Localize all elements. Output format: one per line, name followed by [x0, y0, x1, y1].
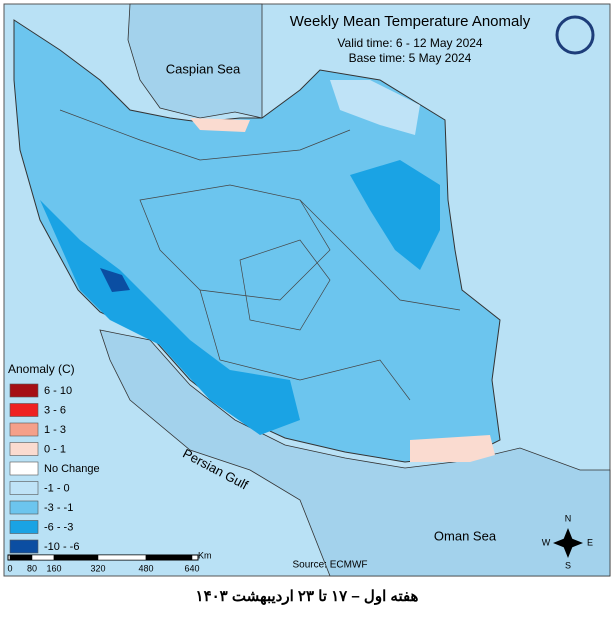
scale-bar-segment	[9, 554, 33, 561]
legend-label: -3 - -1	[44, 502, 73, 514]
scale-label: 160	[46, 563, 61, 573]
legend-swatch	[9, 442, 39, 456]
legend-label: No Change	[44, 463, 100, 475]
gulf-sea	[99, 329, 611, 577]
legend-swatch	[9, 539, 39, 554]
caspian-sea	[127, 3, 263, 119]
anomaly-zone	[350, 160, 440, 270]
base-time: Base time: 5 May 2024	[349, 51, 472, 65]
legend-label: -1 - 0	[44, 482, 70, 494]
anomaly-zone	[40, 200, 300, 435]
legend-label: 3 - 6	[44, 404, 66, 416]
legend-swatch	[9, 500, 39, 515]
anomaly-zone	[100, 268, 130, 292]
province-borders	[59, 109, 461, 401]
scale-label: 80	[27, 563, 37, 573]
legend-label: -10 - -6	[44, 541, 79, 553]
scale-unit: Km	[198, 550, 212, 560]
scale-label: 480	[138, 563, 153, 573]
scale-bar-segment	[145, 554, 193, 561]
scale-label: 0	[7, 563, 12, 573]
province-borders	[139, 184, 331, 331]
source: Source: ECMWF	[292, 560, 367, 571]
legend-label: 1 - 3	[44, 424, 66, 436]
legend-swatch	[9, 461, 39, 476]
caption: هفته اول – ۱۷ تا ۲۳ اردیبهشت ۱۴۰۳	[196, 588, 419, 605]
compass: N S E W	[542, 513, 593, 570]
scale-bar-segment	[53, 554, 99, 561]
legend-swatch	[9, 403, 39, 417]
legend: Anomaly (C) 6 - 10 3 - 6 1 - 3 0 - 1 No Chan…	[8, 362, 100, 554]
sea-label: Caspian Sea	[166, 61, 241, 76]
scale-label: 640	[184, 563, 199, 573]
scale-label: 320	[90, 563, 105, 573]
legend-swatch	[9, 383, 39, 398]
title: Weekly Mean Temperature Anomaly	[290, 13, 531, 30]
logo	[555, 15, 595, 55]
legend-label: 0 - 1	[44, 443, 66, 455]
scale-bar-segment	[97, 554, 147, 561]
compass-label: E	[587, 537, 593, 547]
scale-bar: 0 80 160 320 480 640 Km	[7, 550, 211, 573]
compass-rose	[553, 528, 583, 558]
sea-label: Oman Sea	[434, 528, 497, 543]
scale-bar-segment	[31, 554, 55, 561]
compass-label: W	[542, 537, 551, 547]
anomaly-zone	[190, 118, 250, 132]
valid-time: Valid time: 6 - 12 May 2024	[337, 36, 483, 50]
legend-swatch	[9, 520, 39, 534]
legend-title: Anomaly (C)	[8, 362, 75, 376]
legend-swatch	[9, 422, 39, 437]
compass-label: S	[565, 560, 571, 570]
compass-label: N	[565, 513, 572, 523]
legend-label: 6 - 10	[44, 385, 72, 397]
legend-swatch	[9, 481, 39, 495]
legend-label: -6 - -3	[44, 521, 73, 533]
anomaly-zone	[410, 435, 495, 462]
anomaly-zone	[330, 80, 420, 135]
